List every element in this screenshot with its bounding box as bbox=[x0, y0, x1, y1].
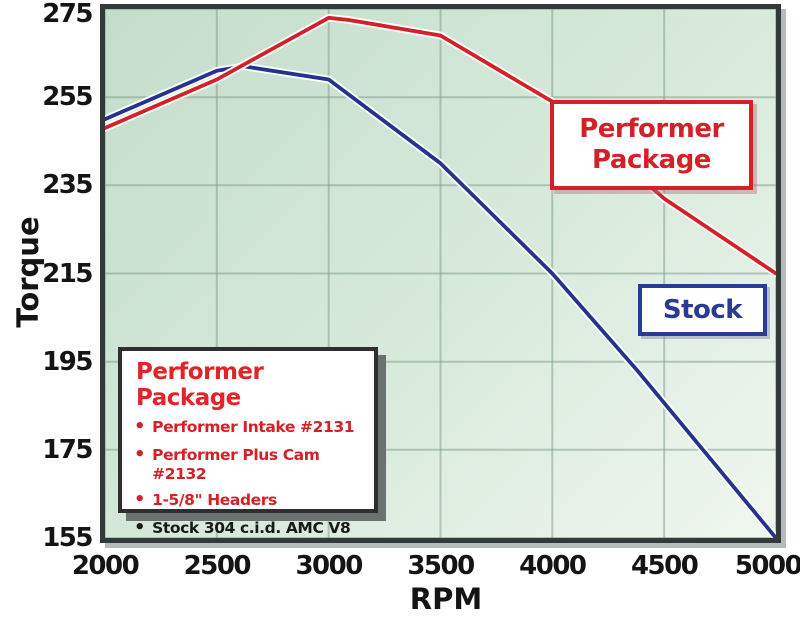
y-tick-label: 195 bbox=[42, 346, 93, 377]
x-tick-label: 4000 bbox=[519, 551, 587, 581]
legend-item-text: Stock 304 c.i.d. AMC V8 bbox=[152, 518, 351, 537]
y-tick-label: 255 bbox=[42, 82, 93, 113]
legend-item-text: 1-5/8" Headers bbox=[152, 491, 277, 510]
legend-item: • 1-5/8" Headers bbox=[134, 489, 366, 512]
y-tick-label: 175 bbox=[42, 434, 93, 465]
legend-item: • Performer Plus Cam #2132 bbox=[134, 444, 366, 485]
x-axis-title: RPM bbox=[409, 582, 483, 616]
legend-item: • Stock 304 c.i.d. AMC V8 bbox=[134, 517, 366, 540]
bullet-icon: • bbox=[134, 443, 146, 465]
x-tick-label: 2000 bbox=[71, 551, 140, 581]
y-tick-label: 275 bbox=[42, 0, 93, 29]
y-tick-label: 215 bbox=[42, 258, 93, 289]
stock-callout-label: Stock bbox=[662, 295, 743, 325]
x-tick-label: 3000 bbox=[295, 551, 363, 581]
legend-item-text: Performer Intake #2131 bbox=[152, 418, 355, 436]
bullet-icon: • bbox=[134, 489, 146, 511]
performer-callout-line2: Package bbox=[592, 145, 711, 175]
spec-legend-box: Performer Package • Performer Intake #213… bbox=[118, 347, 378, 538]
x-tick-label: 5000 bbox=[734, 551, 800, 581]
legend-title: Performer Package bbox=[136, 359, 264, 411]
x-tick-label: 2500 bbox=[183, 551, 252, 581]
legend-item: • Performer Intake #2131 bbox=[134, 416, 366, 439]
x-tick-label: 4500 bbox=[630, 551, 699, 581]
stock-callout: Stock bbox=[638, 284, 767, 336]
x-tick-label: 3500 bbox=[407, 551, 475, 581]
legend-items: • Performer Intake #2131 • Performer Plus C… bbox=[134, 416, 366, 539]
legend-item-text: Performer Plus Cam #2132 bbox=[152, 445, 320, 483]
bullet-icon: • bbox=[134, 416, 146, 437]
bullet-icon: • bbox=[134, 516, 146, 538]
performer-callout-line1: Performer bbox=[579, 113, 724, 144]
y-tick-label: 155 bbox=[42, 523, 93, 553]
performer-package-callout: Performer Package bbox=[550, 100, 753, 190]
y-tick-label: 235 bbox=[42, 170, 93, 201]
stock-curve bbox=[105, 64, 776, 538]
